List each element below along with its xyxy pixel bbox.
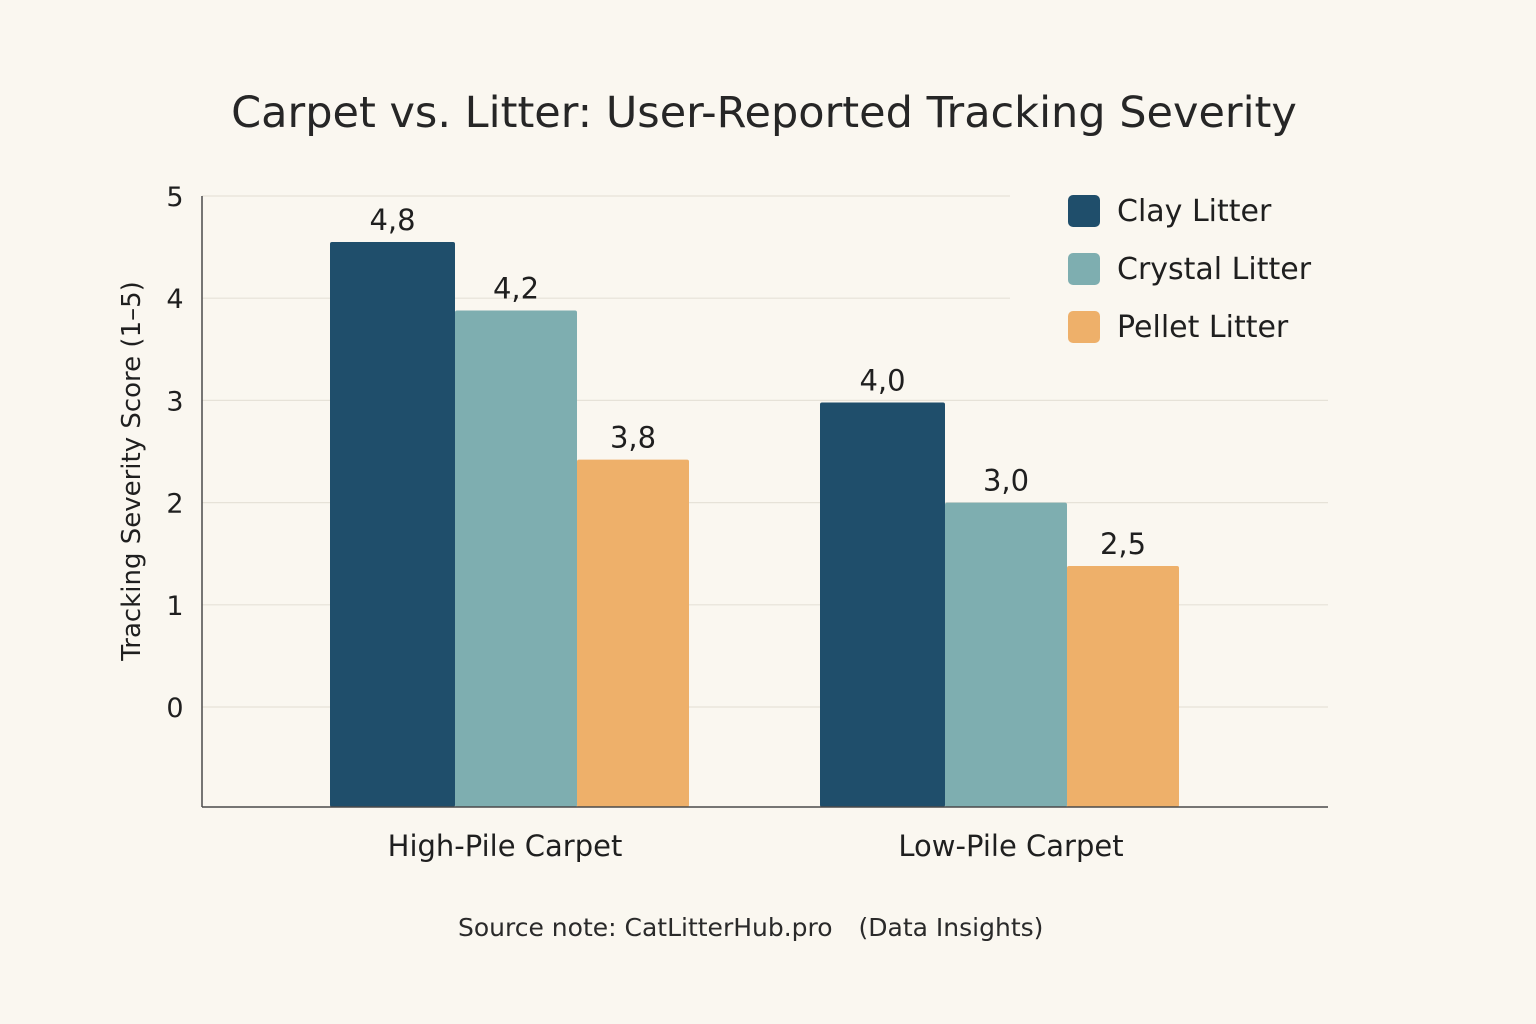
bars	[330, 241, 1179, 808]
y-tick-label: 5	[166, 182, 183, 213]
source-note-detail: (Data Insights)	[859, 913, 1044, 942]
legend-swatch	[1068, 311, 1100, 343]
category-labels: High-Pile Carpet Low-Pile Carpet	[388, 829, 1124, 863]
y-tick-label: 3	[166, 386, 183, 417]
data-label: 2,5	[1100, 527, 1146, 561]
y-tick-labels: 0 1 2 3 4 5	[166, 182, 183, 724]
data-label: 4,2	[493, 271, 539, 305]
x-tick-label: Low-Pile Carpet	[898, 829, 1123, 863]
y-tick-label: 1	[166, 591, 183, 622]
bar	[945, 502, 1067, 807]
bar	[577, 459, 689, 807]
legend-label: Crystal Litter	[1117, 252, 1312, 287]
bar	[330, 241, 455, 808]
y-tick-label: 2	[166, 489, 183, 520]
bar	[455, 310, 577, 807]
data-label: 4,0	[859, 363, 905, 397]
legend-label: Clay Litter	[1117, 194, 1272, 229]
bar	[820, 402, 945, 807]
y-axis-title: Tracking Severity Score (1–5)	[117, 281, 147, 662]
legend-label: Pellet Litter	[1117, 310, 1289, 345]
legend: Clay Litter Crystal Litter Pellet Litter	[1010, 180, 1328, 360]
data-label: 4,8	[369, 203, 415, 237]
data-labels: 4,8 4,2 3,8 4,0 3,0 2,5	[369, 203, 1146, 561]
bar	[1067, 565, 1179, 807]
legend-background	[1010, 180, 1328, 360]
data-label: 3,0	[983, 464, 1029, 498]
y-tick-label: 0	[166, 693, 183, 724]
y-tick-label: 4	[166, 284, 183, 315]
chart-title: Carpet vs. Litter: User-Reported Trackin…	[231, 88, 1297, 138]
legend-swatch	[1068, 253, 1100, 285]
legend-swatch	[1068, 195, 1100, 227]
x-tick-label: High-Pile Carpet	[388, 829, 623, 863]
source-note: Source note: CatLitterHub.pro (Data Insi…	[458, 913, 1043, 942]
data-label: 3,8	[610, 421, 656, 455]
source-note-text: Source note: CatLitterHub.pro	[458, 913, 833, 942]
